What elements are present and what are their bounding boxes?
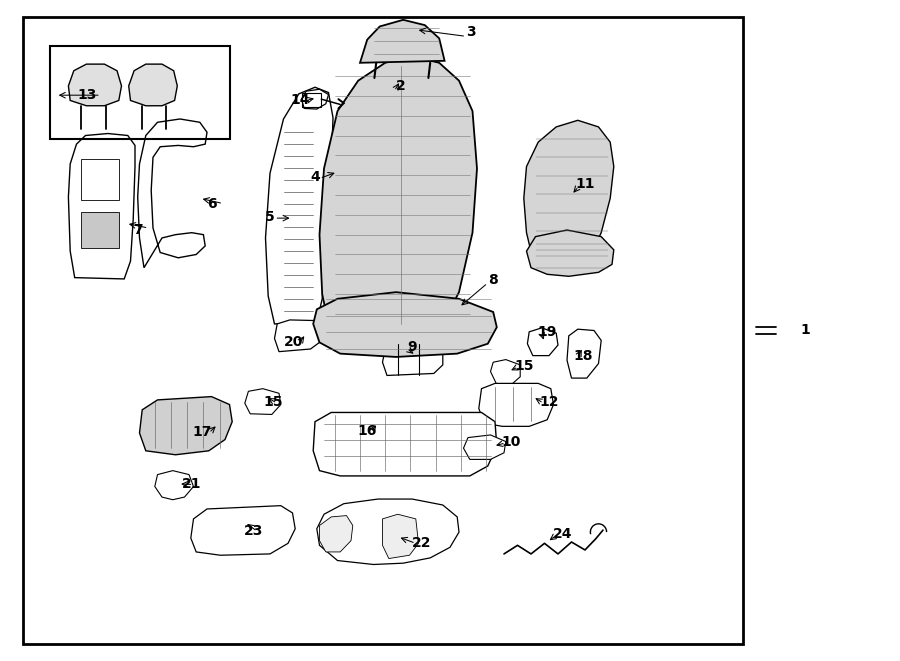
Text: 7: 7: [133, 223, 142, 237]
Polygon shape: [320, 516, 353, 552]
Polygon shape: [266, 87, 333, 324]
Polygon shape: [313, 412, 497, 476]
Polygon shape: [274, 320, 324, 352]
Polygon shape: [479, 383, 554, 426]
Polygon shape: [567, 329, 601, 378]
Polygon shape: [382, 514, 418, 559]
Polygon shape: [524, 120, 614, 264]
Text: 5: 5: [266, 210, 274, 224]
Text: 2: 2: [396, 79, 405, 93]
Polygon shape: [360, 20, 445, 63]
Text: 4: 4: [310, 170, 320, 184]
Text: 15: 15: [514, 358, 534, 373]
Polygon shape: [320, 56, 477, 329]
Polygon shape: [129, 64, 177, 106]
Text: 9: 9: [408, 340, 417, 354]
Text: 12: 12: [539, 395, 559, 409]
Polygon shape: [155, 471, 194, 500]
Text: 17: 17: [193, 424, 212, 439]
Text: 16: 16: [357, 424, 377, 438]
Text: 23: 23: [244, 524, 264, 538]
Text: 8: 8: [489, 273, 498, 288]
Polygon shape: [302, 89, 328, 109]
Polygon shape: [526, 230, 614, 276]
Text: 21: 21: [182, 477, 202, 491]
Text: 14: 14: [290, 93, 310, 108]
Polygon shape: [279, 118, 320, 319]
Polygon shape: [68, 134, 135, 279]
Bar: [81, 212, 119, 248]
Bar: [302, 93, 321, 107]
Text: 11: 11: [575, 176, 595, 191]
Polygon shape: [464, 435, 506, 459]
Polygon shape: [313, 292, 497, 357]
Polygon shape: [527, 328, 558, 356]
Text: 1: 1: [801, 323, 810, 338]
Text: 22: 22: [411, 536, 431, 551]
Text: 20: 20: [284, 335, 303, 350]
Text: 19: 19: [537, 325, 557, 339]
Polygon shape: [382, 344, 443, 375]
Bar: [81, 159, 119, 200]
Text: 18: 18: [573, 348, 593, 363]
Bar: [22, 17, 742, 644]
Text: 13: 13: [77, 88, 97, 102]
Polygon shape: [491, 360, 520, 385]
Text: 15: 15: [264, 395, 284, 409]
Bar: [50, 46, 230, 139]
Polygon shape: [138, 119, 207, 268]
Polygon shape: [191, 506, 295, 555]
Polygon shape: [68, 64, 122, 106]
Text: 24: 24: [553, 527, 572, 541]
Polygon shape: [140, 397, 232, 455]
Polygon shape: [317, 499, 459, 564]
Text: 6: 6: [208, 196, 217, 211]
Text: 3: 3: [466, 24, 475, 39]
Text: 10: 10: [501, 434, 521, 449]
Polygon shape: [245, 389, 281, 414]
